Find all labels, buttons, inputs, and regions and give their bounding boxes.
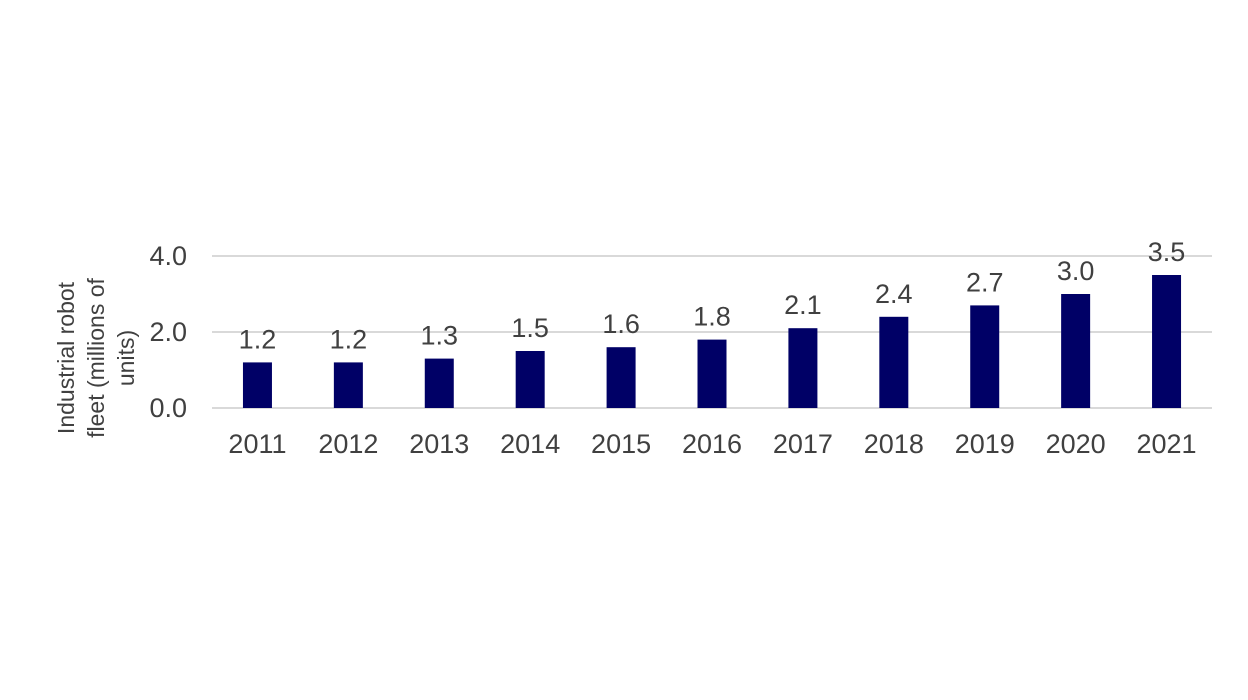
bar-2018 bbox=[879, 316, 909, 408]
y-tick-label: 2.0 bbox=[149, 317, 187, 347]
bar-2017 bbox=[788, 328, 818, 408]
x-tick-label-2015: 2015 bbox=[591, 429, 651, 459]
bar-2021 bbox=[1152, 275, 1182, 408]
x-tick-label-2018: 2018 bbox=[864, 429, 924, 459]
y-axis-title-line-2: fleet (millions of bbox=[83, 278, 109, 438]
bar-2013 bbox=[424, 358, 454, 408]
bar-2015 bbox=[606, 347, 636, 408]
data-label-2020: 3.0 bbox=[1057, 256, 1095, 286]
bar-2016 bbox=[697, 339, 727, 408]
bar-2019 bbox=[970, 305, 1000, 408]
y-tick-label: 4.0 bbox=[149, 241, 187, 271]
x-tick-label-2019: 2019 bbox=[955, 429, 1015, 459]
data-labels: 1.2 1.2 1.3 1.5 1.6 1.8 2.1 2.4 2.7 3.0 3.5 bbox=[239, 237, 1186, 354]
data-label-2016: 1.8 bbox=[693, 302, 731, 332]
x-tick-label-2020: 2020 bbox=[1046, 429, 1106, 459]
data-label-2015: 1.6 bbox=[602, 309, 640, 339]
data-label-2019: 2.7 bbox=[966, 267, 1004, 297]
bar-2020 bbox=[1061, 294, 1091, 408]
y-axis-title-line-1: Industrial robot bbox=[53, 281, 79, 434]
y-tick-label: 0.0 bbox=[149, 393, 187, 423]
bars bbox=[242, 275, 1182, 408]
x-tick-label-2013: 2013 bbox=[409, 429, 469, 459]
y-axis-title: Industrial robot fleet (millions of unit… bbox=[53, 278, 139, 438]
x-tick-label-2012: 2012 bbox=[318, 429, 378, 459]
data-label-2021: 3.5 bbox=[1148, 237, 1186, 267]
data-label-2013: 1.3 bbox=[420, 321, 458, 351]
x-tick-label-2021: 2021 bbox=[1137, 429, 1197, 459]
x-tick-label-2017: 2017 bbox=[773, 429, 833, 459]
data-label-2018: 2.4 bbox=[875, 279, 913, 309]
bar-2011 bbox=[242, 362, 272, 408]
bar-2012 bbox=[333, 362, 363, 408]
x-tick-label-2011: 2011 bbox=[228, 429, 286, 459]
data-label-2011: 1.2 bbox=[239, 324, 277, 354]
y-axis-title-line-3: units) bbox=[113, 330, 139, 386]
data-label-2014: 1.5 bbox=[511, 313, 549, 343]
y-axis-ticks: 0.0 2.0 4.0 bbox=[149, 241, 187, 423]
data-label-2012: 1.2 bbox=[330, 324, 368, 354]
x-tick-label-2014: 2014 bbox=[500, 429, 560, 459]
bar-2014 bbox=[515, 351, 545, 408]
x-axis-ticks: 2011 2012 2013 2014 2015 2016 2017 2018 2019 2020… bbox=[228, 429, 1196, 459]
x-tick-label-2016: 2016 bbox=[682, 429, 742, 459]
data-label-2017: 2.1 bbox=[784, 290, 822, 320]
